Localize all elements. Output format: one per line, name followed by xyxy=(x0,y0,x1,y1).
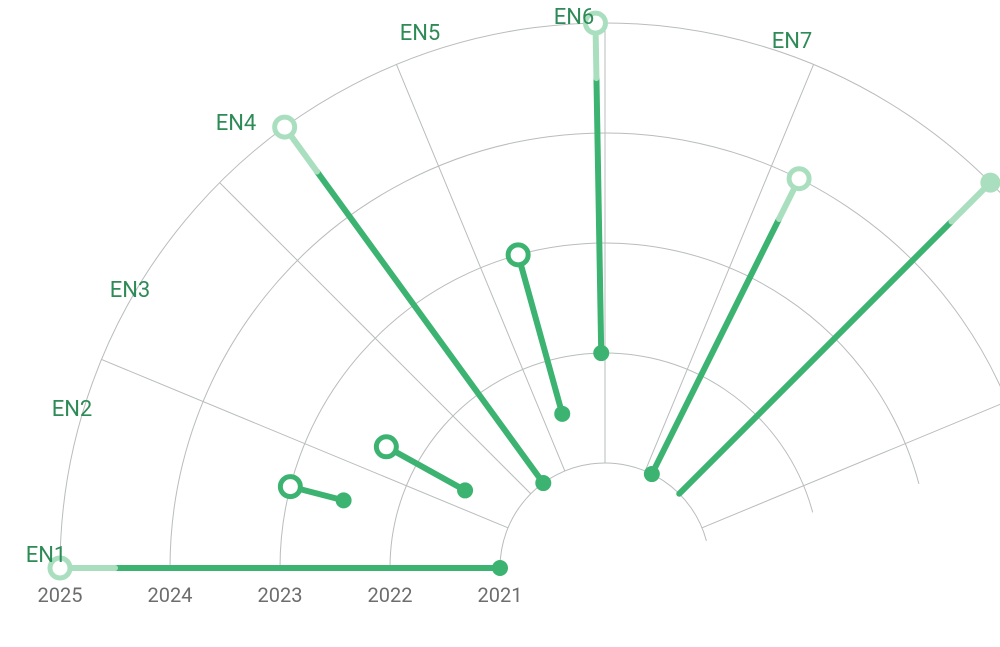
marker-start xyxy=(492,560,508,576)
marker-end xyxy=(280,477,300,497)
axis-label: 2021 xyxy=(478,583,523,607)
series-label: EN5 xyxy=(400,21,441,46)
marker-end xyxy=(980,173,1000,193)
marker-start xyxy=(336,492,352,508)
series-label: EN1 xyxy=(26,543,67,568)
series-label: EN2 xyxy=(52,397,93,422)
marker-start xyxy=(535,475,551,491)
series-label: EN7 xyxy=(772,29,813,54)
radial-range-chart: 2025 2024 2023 2022 2021 EN1 EN2 EN3 EN4 EN5 EN6 EN… xyxy=(0,0,1000,647)
marker-start xyxy=(644,466,660,482)
series-label: EN6 xyxy=(554,5,595,30)
series-label: EN3 xyxy=(110,278,151,303)
axis-label: 2022 xyxy=(368,583,413,607)
marker-start xyxy=(554,406,570,422)
marker-start xyxy=(457,482,473,498)
axis-label: 2024 xyxy=(148,583,193,607)
marker-end xyxy=(275,117,295,137)
series-label: EN4 xyxy=(216,111,257,136)
axis-label: 2023 xyxy=(258,583,303,607)
marker-start xyxy=(593,345,609,361)
axis-label: 2025 xyxy=(38,583,83,607)
marker-end xyxy=(508,245,528,265)
marker-end xyxy=(376,437,396,457)
marker-end xyxy=(789,169,809,189)
